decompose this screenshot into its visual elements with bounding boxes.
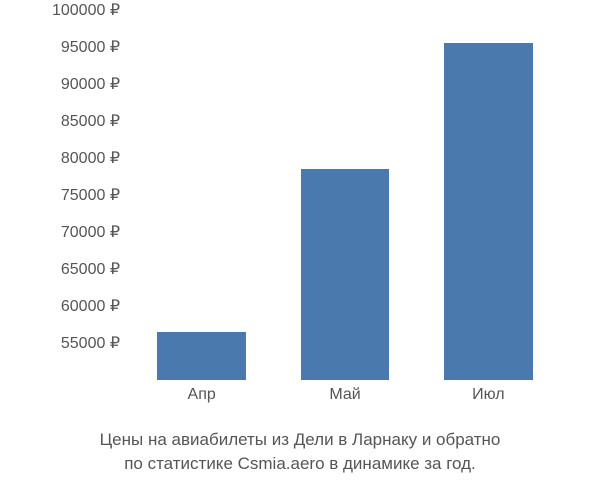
y-axis: 55000 ₽ 60000 ₽ 65000 ₽ 70000 ₽ 75000 ₽ 80000… (20, 10, 120, 380)
x-tick-label: Май (329, 386, 360, 404)
bar (444, 43, 533, 380)
x-axis: Апр Май Июл (130, 380, 560, 410)
chart-caption: Цены на авиабилеты из Дели в Ларнаку и о… (20, 428, 580, 476)
y-tick-label: 85000 ₽ (61, 111, 120, 131)
bar-slot (130, 10, 273, 380)
price-chart: 55000 ₽ 60000 ₽ 65000 ₽ 70000 ₽ 75000 ₽ 80000… (0, 0, 600, 500)
y-tick-label: 60000 ₽ (61, 296, 120, 316)
caption-line-1: Цены на авиабилеты из Дели в Ларнаку и о… (100, 430, 501, 449)
y-tick-label: 75000 ₽ (61, 185, 120, 205)
y-tick-label: 65000 ₽ (61, 259, 120, 279)
x-tick-label: Июл (472, 386, 504, 404)
x-tick-label: Апр (188, 386, 216, 404)
y-tick-label: 80000 ₽ (61, 148, 120, 168)
caption-line-2: по статистике Csmia.aero в динамике за г… (124, 454, 476, 473)
y-tick-label: 90000 ₽ (61, 74, 120, 94)
bars-area (130, 10, 560, 380)
y-tick-label: 70000 ₽ (61, 222, 120, 242)
bar (301, 169, 390, 380)
bar-slot (417, 10, 560, 380)
y-tick-label: 100000 ₽ (52, 0, 120, 20)
plot-area: 55000 ₽ 60000 ₽ 65000 ₽ 70000 ₽ 75000 ₽ 80000… (20, 10, 580, 380)
y-tick-label: 55000 ₽ (61, 333, 120, 353)
y-tick-label: 95000 ₽ (61, 37, 120, 57)
bar-slot (273, 10, 416, 380)
bar (157, 332, 246, 380)
